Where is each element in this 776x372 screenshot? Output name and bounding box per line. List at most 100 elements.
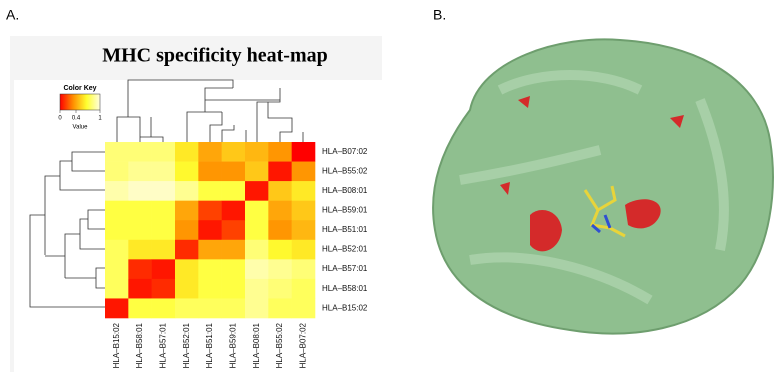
heat-cell bbox=[268, 181, 292, 201]
colorbar bbox=[60, 94, 100, 110]
heat-cell bbox=[175, 220, 199, 240]
heat-cell bbox=[245, 240, 269, 260]
heat-cell bbox=[222, 181, 246, 201]
heat-cell bbox=[245, 201, 269, 221]
column-label: HLA–B58:01 bbox=[135, 322, 144, 368]
heat-cell bbox=[128, 240, 152, 260]
heat-cell bbox=[292, 220, 316, 240]
heat-cell bbox=[198, 259, 222, 279]
colorbar-title: Color Key bbox=[63, 85, 96, 92]
heat-cell bbox=[175, 279, 199, 299]
heat-cell bbox=[175, 259, 199, 279]
colorbar-tick-label: 0.4 bbox=[72, 116, 81, 122]
heat-cell bbox=[245, 181, 269, 201]
column-label: HLA–B51:01 bbox=[205, 322, 214, 368]
heat-cell bbox=[198, 181, 222, 201]
heat-cell bbox=[268, 142, 292, 162]
heat-cell bbox=[198, 298, 222, 318]
heat-cell bbox=[105, 279, 129, 299]
heat-cell bbox=[175, 240, 199, 260]
heat-cell bbox=[128, 259, 152, 279]
heat-cell bbox=[268, 240, 292, 260]
column-label: HLA–B08:01 bbox=[252, 322, 261, 368]
heat-cell bbox=[105, 201, 129, 221]
row-label: HLA–B51:01 bbox=[322, 225, 368, 234]
heat-cell bbox=[268, 162, 292, 182]
heat-cell bbox=[105, 298, 129, 318]
column-label: HLA–B59:01 bbox=[228, 322, 237, 368]
heat-cell bbox=[268, 220, 292, 240]
panel-label: A. bbox=[6, 7, 19, 23]
row-label: HLA–B15:02 bbox=[322, 303, 368, 312]
heat-cell bbox=[152, 279, 176, 299]
heat-cell bbox=[292, 298, 316, 318]
heat-cell bbox=[222, 142, 246, 162]
heat-cell bbox=[222, 298, 246, 318]
heat-cell bbox=[198, 162, 222, 182]
heat-cell bbox=[128, 181, 152, 201]
heat-cell bbox=[128, 220, 152, 240]
heat-cell bbox=[175, 181, 199, 201]
panel-label: B. bbox=[433, 7, 446, 23]
column-label: HLA–B52:01 bbox=[182, 322, 191, 368]
heat-cell bbox=[105, 259, 129, 279]
heat-cell bbox=[198, 220, 222, 240]
heat-cell bbox=[198, 201, 222, 221]
heat-cell bbox=[292, 142, 316, 162]
heat-cell bbox=[198, 142, 222, 162]
heat-cell bbox=[175, 201, 199, 221]
row-label: HLA–B58:01 bbox=[322, 284, 368, 293]
heat-cell bbox=[292, 240, 316, 260]
heat-cell bbox=[292, 181, 316, 201]
heat-cell bbox=[245, 220, 269, 240]
heat-cell bbox=[222, 240, 246, 260]
heat-cell bbox=[152, 201, 176, 221]
column-label: HLA–B57:01 bbox=[158, 322, 167, 368]
heat-cell bbox=[292, 279, 316, 299]
heat-cell bbox=[105, 162, 129, 182]
protein-surface bbox=[433, 39, 773, 333]
heat-cell bbox=[245, 162, 269, 182]
heat-cell bbox=[245, 259, 269, 279]
heat-cell bbox=[152, 298, 176, 318]
row-label: HLA–B57:01 bbox=[322, 264, 368, 273]
heat-cell bbox=[175, 142, 199, 162]
heat-cell bbox=[292, 201, 316, 221]
heat-cell bbox=[128, 279, 152, 299]
heat-cell bbox=[222, 162, 246, 182]
heat-cell bbox=[222, 259, 246, 279]
heat-cell bbox=[152, 181, 176, 201]
colorbar-label: Value bbox=[73, 125, 89, 131]
heat-cell bbox=[198, 279, 222, 299]
heat-cell bbox=[152, 259, 176, 279]
row-label: HLA–B55:02 bbox=[322, 166, 368, 175]
heat-cell bbox=[222, 220, 246, 240]
heat-cell bbox=[128, 201, 152, 221]
heat-cell bbox=[152, 162, 176, 182]
heat-cell bbox=[268, 279, 292, 299]
heat-cell bbox=[222, 201, 246, 221]
heat-cell bbox=[245, 298, 269, 318]
row-label: HLA–B52:01 bbox=[322, 245, 368, 254]
heat-cell bbox=[105, 181, 129, 201]
heat-cell bbox=[128, 298, 152, 318]
heat-cell bbox=[268, 201, 292, 221]
heat-cell bbox=[175, 298, 199, 318]
heat-cell bbox=[222, 279, 246, 299]
column-label: HLA–B15:02 bbox=[112, 322, 121, 368]
heat-cell bbox=[152, 142, 176, 162]
column-label: HLA–B55:02 bbox=[275, 322, 284, 368]
row-label: HLA–B08:01 bbox=[322, 186, 368, 195]
row-label: HLA–B07:02 bbox=[322, 147, 368, 156]
figure: A. B. MHC specificity heat-map Color Key… bbox=[0, 0, 776, 372]
chart-title: MHC specificity heat-map bbox=[102, 45, 328, 67]
heat-cell bbox=[105, 220, 129, 240]
heat-cell bbox=[175, 162, 199, 182]
heat-cell bbox=[268, 259, 292, 279]
heat-cell bbox=[128, 142, 152, 162]
row-label: HLA–B59:01 bbox=[322, 206, 368, 215]
heat-cell bbox=[198, 240, 222, 260]
heat-cell bbox=[128, 162, 152, 182]
heat-cell bbox=[245, 142, 269, 162]
heat-cell bbox=[292, 259, 316, 279]
